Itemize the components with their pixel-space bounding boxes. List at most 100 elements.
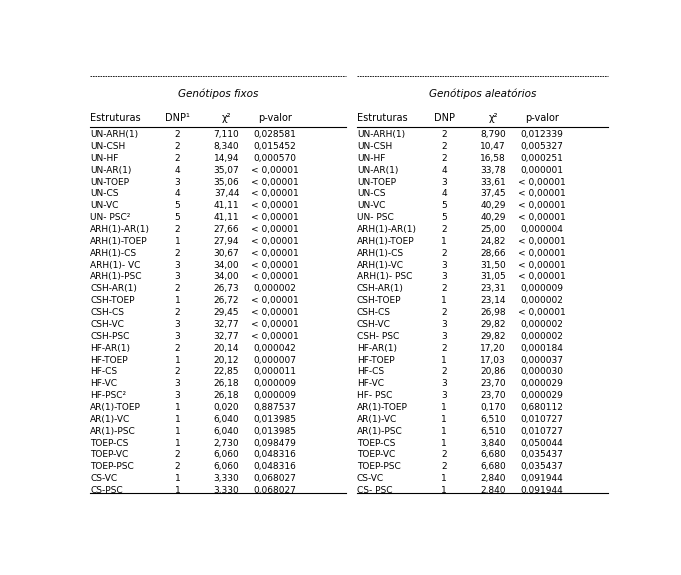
Text: 0,048316: 0,048316 (254, 462, 296, 471)
Text: 1: 1 (441, 427, 447, 436)
Text: < 0,00001: < 0,00001 (251, 166, 299, 175)
Text: 26,18: 26,18 (214, 380, 240, 388)
Text: 0,000570: 0,000570 (253, 154, 297, 163)
Text: 7,110: 7,110 (214, 130, 240, 139)
Text: 3: 3 (174, 380, 180, 388)
Text: 2: 2 (174, 225, 180, 234)
Text: χ²: χ² (222, 113, 232, 123)
Text: p-valor: p-valor (258, 113, 292, 123)
Text: 0,000007: 0,000007 (253, 355, 297, 365)
Text: 0,887537: 0,887537 (253, 403, 297, 412)
Text: 2: 2 (174, 285, 180, 293)
Text: 2: 2 (441, 130, 447, 139)
Text: 3: 3 (174, 391, 180, 400)
Text: 41,11: 41,11 (214, 213, 240, 222)
Text: 0,000002: 0,000002 (520, 296, 563, 305)
Text: 1: 1 (441, 486, 447, 495)
Text: HF-AR(1): HF-AR(1) (91, 344, 130, 352)
Text: < 0,00001: < 0,00001 (518, 260, 565, 270)
Text: 0,091944: 0,091944 (520, 474, 563, 483)
Text: HF-CS: HF-CS (91, 367, 118, 377)
Text: HF-VC: HF-VC (91, 380, 117, 388)
Text: < 0,00001: < 0,00001 (251, 260, 299, 270)
Text: 0,000002: 0,000002 (520, 332, 563, 341)
Text: Estruturas: Estruturas (357, 113, 407, 123)
Text: 0,035437: 0,035437 (520, 450, 563, 459)
Text: AR(1)-TOEP: AR(1)-TOEP (91, 403, 141, 412)
Text: 1: 1 (441, 237, 447, 246)
Text: 0,050044: 0,050044 (520, 439, 563, 447)
Text: 3: 3 (174, 320, 180, 329)
Text: CSH-CS: CSH-CS (91, 308, 125, 317)
Text: HF-CS: HF-CS (357, 367, 384, 377)
Text: UN-ARH(1): UN-ARH(1) (91, 130, 138, 139)
Text: 26,18: 26,18 (214, 391, 240, 400)
Text: 20,12: 20,12 (214, 355, 239, 365)
Text: ARH(1)-TOEP: ARH(1)-TOEP (357, 237, 415, 246)
Text: 2: 2 (174, 367, 180, 377)
Text: 20,86: 20,86 (480, 367, 506, 377)
Text: 0,035437: 0,035437 (520, 462, 563, 471)
Text: 37,44: 37,44 (214, 189, 239, 198)
Text: AR(1)-PSC: AR(1)-PSC (91, 427, 136, 436)
Text: CSH-AR(1): CSH-AR(1) (357, 285, 404, 293)
Text: < 0,00001: < 0,00001 (518, 213, 565, 222)
Text: 1: 1 (441, 415, 447, 424)
Text: TOEP-VC: TOEP-VC (357, 450, 395, 459)
Text: 1: 1 (441, 403, 447, 412)
Text: CS-VC: CS-VC (91, 474, 118, 483)
Text: 35,06: 35,06 (214, 178, 240, 186)
Text: 6,680: 6,680 (480, 450, 506, 459)
Text: 31,50: 31,50 (480, 260, 506, 270)
Text: 0,000001: 0,000001 (520, 166, 563, 175)
Text: 1: 1 (441, 474, 447, 483)
Text: 32,77: 32,77 (214, 332, 240, 341)
Text: 0,015452: 0,015452 (254, 142, 296, 151)
Text: UN-TOEP: UN-TOEP (91, 178, 129, 186)
Text: CSH- PSC: CSH- PSC (357, 332, 399, 341)
Text: < 0,00001: < 0,00001 (518, 249, 565, 258)
Text: 17,03: 17,03 (480, 355, 506, 365)
Text: < 0,00001: < 0,00001 (518, 273, 565, 282)
Text: < 0,00001: < 0,00001 (251, 178, 299, 186)
Text: CS- PSC: CS- PSC (357, 486, 392, 495)
Text: UN-CS: UN-CS (357, 189, 385, 198)
Text: 3: 3 (174, 178, 180, 186)
Text: 24,82: 24,82 (480, 237, 506, 246)
Text: 6,060: 6,060 (214, 450, 240, 459)
Text: χ²: χ² (488, 113, 498, 123)
Text: 0,000009: 0,000009 (253, 391, 297, 400)
Text: 31,05: 31,05 (480, 273, 506, 282)
Text: < 0,00001: < 0,00001 (251, 296, 299, 305)
Text: 3: 3 (174, 260, 180, 270)
Text: < 0,00001: < 0,00001 (251, 237, 299, 246)
Text: < 0,00001: < 0,00001 (518, 178, 565, 186)
Text: 0,000037: 0,000037 (520, 355, 563, 365)
Text: 0,098479: 0,098479 (254, 439, 296, 447)
Text: 0,005327: 0,005327 (520, 142, 563, 151)
Text: 3,840: 3,840 (480, 439, 506, 447)
Text: 0,000042: 0,000042 (254, 344, 296, 352)
Text: 23,14: 23,14 (480, 296, 506, 305)
Text: UN-CSH: UN-CSH (357, 142, 392, 151)
Text: 3: 3 (441, 320, 447, 329)
Text: 26,98: 26,98 (480, 308, 506, 317)
Text: TOEP-VC: TOEP-VC (91, 450, 129, 459)
Text: 4: 4 (174, 166, 180, 175)
Text: 1: 1 (174, 439, 180, 447)
Text: 4: 4 (441, 189, 447, 198)
Text: CS-VC: CS-VC (357, 474, 384, 483)
Text: 22,85: 22,85 (214, 367, 239, 377)
Text: UN-VC: UN-VC (91, 201, 118, 210)
Text: < 0,00001: < 0,00001 (518, 308, 565, 317)
Text: 0,012339: 0,012339 (520, 130, 563, 139)
Text: 1: 1 (174, 415, 180, 424)
Text: CSH-AR(1): CSH-AR(1) (91, 285, 138, 293)
Text: 23,70: 23,70 (480, 391, 506, 400)
Text: 2,840: 2,840 (480, 486, 506, 495)
Text: 3: 3 (441, 332, 447, 341)
Text: 0,000009: 0,000009 (520, 285, 563, 293)
Text: 5: 5 (441, 213, 447, 222)
Text: ARH(1)- PSC: ARH(1)- PSC (357, 273, 412, 282)
Text: AR(1)-PSC: AR(1)-PSC (357, 427, 402, 436)
